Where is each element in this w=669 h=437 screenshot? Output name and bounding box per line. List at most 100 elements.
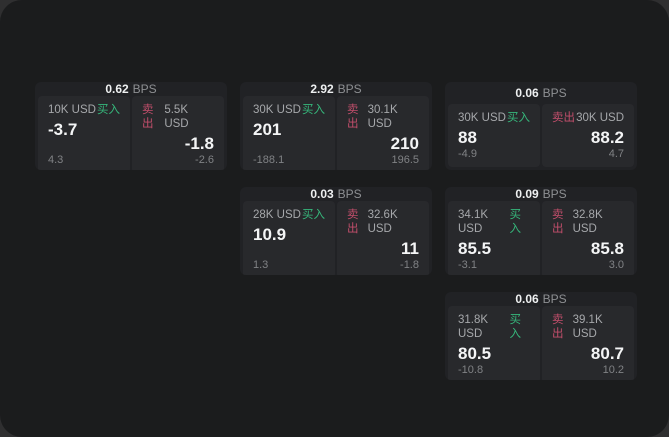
buy-panel[interactable]: 31.8K USD 买入 80.5 -10.8 [448, 306, 540, 380]
buy-delta: 4.3 [48, 154, 64, 166]
card-body: 34.1K USD 买入 85.5 -3.1 卖出 32.8K USD 85.8… [445, 201, 637, 275]
sell-price: 210 [390, 134, 419, 153]
buy-amount: 30K USD [458, 112, 506, 124]
sell-panel[interactable]: 卖出 39.1K USD 80.7 10.2 [542, 306, 634, 380]
buy-tag: 买入 [97, 104, 120, 116]
buy-delta: -188.1 [253, 154, 285, 166]
buy-panel[interactable]: 30K USD 买入 201 -188.1 [243, 96, 335, 170]
buy-price: 88 [458, 128, 477, 147]
buy-label-row: 34.1K USD 买入 [458, 208, 530, 236]
sell-delta: 196.5 [391, 154, 419, 166]
sell-price: 80.7 [590, 344, 624, 363]
sell-amount: 5.5K USD [164, 104, 189, 130]
sell-tag: 卖出 [142, 104, 154, 130]
buy-amount: 10K USD [48, 104, 96, 116]
buy-panel[interactable]: 10K USD 买入 -3.7 4.3 [38, 96, 130, 170]
quote-card: 0.62 BPS 10K USD 买入 -3.7 4.3 卖出 5.5K USD… [35, 82, 227, 170]
sell-price: 88.2 [590, 128, 624, 147]
card-header-bps: 0.09 BPS [445, 187, 637, 201]
bps-unit-label: BPS [337, 82, 362, 96]
bps-value: 0.06 [515, 292, 539, 306]
bps-value: 0.03 [310, 187, 334, 201]
sell-delta: 10.2 [602, 364, 624, 376]
sell-delta: -1.8 [400, 259, 419, 271]
buy-amount: 28K USD [253, 209, 301, 221]
card-header-bps: 0.62 BPS [35, 82, 227, 96]
buy-label-row: 31.8K USD 买入 [458, 313, 530, 341]
sell-panel[interactable]: 卖出 30K USD 88.2 4.7 [542, 104, 634, 167]
quote-card: 0.09 BPS 34.1K USD 买入 85.5 -3.1 卖出 32.8K… [445, 187, 637, 275]
buy-label-row: 30K USD 买入 [253, 103, 325, 117]
buy-label-row: 28K USD 买入 [253, 208, 325, 222]
sell-tag: 卖出 [552, 314, 564, 340]
buy-price: 80.5 [458, 344, 492, 363]
bps-unit-label: BPS [542, 292, 567, 306]
sell-amount: 30.1K USD [367, 104, 398, 130]
quote-card: 0.03 BPS 28K USD 买入 10.9 1.3 卖出 32.6K US… [240, 187, 432, 275]
buy-tag: 买入 [509, 209, 521, 235]
buy-amount: 34.1K USD [458, 209, 489, 235]
buy-price: 10.9 [253, 225, 287, 244]
buy-tag: 买入 [507, 112, 530, 124]
buy-amount: 30K USD [253, 104, 301, 116]
bps-value: 0.06 [515, 86, 539, 100]
bps-unit-label: BPS [132, 82, 157, 96]
sell-label-row: 卖出 30.1K USD [347, 103, 419, 131]
buy-label-row: 30K USD 买入 [458, 111, 530, 125]
sell-panel[interactable]: 卖出 32.6K USD 11 -1.8 [337, 201, 429, 275]
sell-tag: 卖出 [347, 209, 359, 235]
bps-value: 0.62 [105, 82, 129, 96]
quote-card: 0.06 BPS 30K USD 买入 88 -4.9 卖出 30K USD 8… [445, 82, 637, 170]
quote-card-grid: 0.62 BPS 10K USD 买入 -3.7 4.3 卖出 5.5K USD… [35, 82, 637, 380]
buy-price: -3.7 [48, 120, 78, 139]
buy-price: 201 [253, 120, 282, 139]
card-header-bps: 0.06 BPS [445, 292, 637, 306]
card-body: 30K USD 买入 88 -4.9 卖出 30K USD 88.2 4.7 [445, 104, 637, 170]
buy-panel[interactable]: 28K USD 买入 10.9 1.3 [243, 201, 335, 275]
bps-unit-label: BPS [542, 187, 567, 201]
sell-panel[interactable]: 卖出 30.1K USD 210 196.5 [337, 96, 429, 170]
quote-card: 0.06 BPS 31.8K USD 买入 80.5 -10.8 卖出 39.1… [445, 292, 637, 380]
card-body: 30K USD 买入 201 -188.1 卖出 30.1K USD 210 1… [240, 96, 432, 170]
buy-amount: 31.8K USD [458, 314, 489, 340]
bps-unit-label: BPS [337, 187, 362, 201]
sell-tag: 卖出 [347, 104, 359, 130]
card-header-bps: 0.03 BPS [240, 187, 432, 201]
quote-card: 2.92 BPS 30K USD 买入 201 -188.1 卖出 30.1K … [240, 82, 432, 170]
sell-delta: 3.0 [608, 259, 624, 271]
card-header-bps: 2.92 BPS [240, 82, 432, 96]
buy-delta: -4.9 [458, 148, 477, 160]
sell-amount: 32.8K USD [572, 209, 603, 235]
buy-panel[interactable]: 30K USD 买入 88 -4.9 [448, 104, 540, 167]
card-header-bps: 0.06 BPS [445, 82, 637, 104]
card-body: 28K USD 买入 10.9 1.3 卖出 32.6K USD 11 -1.8 [240, 201, 432, 275]
sell-label-row: 卖出 39.1K USD [552, 313, 624, 341]
sell-amount: 30K USD [576, 112, 624, 124]
sell-price: -1.8 [184, 134, 214, 153]
sell-label-row: 卖出 30K USD [552, 111, 624, 125]
sell-panel[interactable]: 卖出 5.5K USD -1.8 -2.6 [132, 96, 224, 170]
card-body: 10K USD 买入 -3.7 4.3 卖出 5.5K USD -1.8 -2.… [35, 96, 227, 170]
sell-delta: 4.7 [608, 148, 624, 160]
buy-panel[interactable]: 34.1K USD 买入 85.5 -3.1 [448, 201, 540, 275]
buy-delta: -3.1 [458, 259, 477, 271]
sell-amount: 32.6K USD [367, 209, 398, 235]
bps-unit-label: BPS [542, 86, 567, 100]
buy-tag: 买入 [302, 209, 325, 221]
sell-amount: 39.1K USD [572, 314, 603, 340]
sell-tag: 卖出 [552, 209, 564, 235]
buy-delta: 1.3 [253, 259, 269, 271]
bps-value: 2.92 [310, 82, 334, 96]
sell-label-row: 卖出 32.6K USD [347, 208, 419, 236]
sell-panel[interactable]: 卖出 32.8K USD 85.8 3.0 [542, 201, 634, 275]
buy-tag: 买入 [302, 104, 325, 116]
sell-label-row: 卖出 5.5K USD [142, 103, 214, 131]
bps-value: 0.09 [515, 187, 539, 201]
buy-delta: -10.8 [458, 364, 484, 376]
buy-label-row: 10K USD 买入 [48, 103, 120, 117]
buy-tag: 买入 [509, 314, 521, 340]
sell-tag: 卖出 [552, 112, 575, 124]
sell-price: 85.8 [590, 239, 624, 258]
sell-delta: -2.6 [195, 154, 214, 166]
